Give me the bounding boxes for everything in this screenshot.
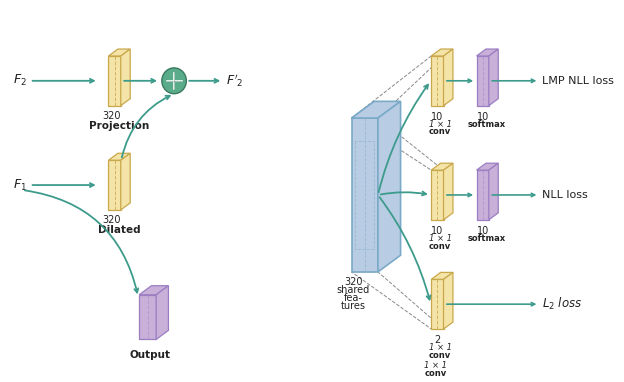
Text: conv: conv [424,369,447,378]
Text: 1 × 1: 1 × 1 [429,120,452,128]
Polygon shape [431,163,453,170]
Text: Projection: Projection [89,120,150,131]
Polygon shape [121,153,130,210]
Polygon shape [444,163,453,220]
Polygon shape [444,272,453,329]
Text: softmax: softmax [467,234,505,243]
Polygon shape [378,101,401,272]
Polygon shape [431,279,444,329]
Text: fea-: fea- [344,293,363,303]
Polygon shape [477,163,498,170]
Polygon shape [431,56,444,106]
Polygon shape [431,272,453,279]
Polygon shape [109,153,130,160]
Circle shape [162,68,187,94]
Polygon shape [139,286,168,295]
Text: NLL loss: NLL loss [542,190,588,200]
Text: 10: 10 [477,112,489,121]
Polygon shape [156,286,168,340]
Polygon shape [477,170,489,220]
Polygon shape [489,163,498,220]
Polygon shape [489,49,498,106]
Text: 1 × 1: 1 × 1 [429,343,452,352]
Polygon shape [351,101,401,118]
Text: conv: conv [429,351,451,360]
Text: 10: 10 [431,112,444,121]
Text: 320: 320 [102,111,121,121]
Polygon shape [109,49,130,56]
Text: conv: conv [429,242,451,251]
Text: tures: tures [341,301,366,311]
Text: 320: 320 [102,215,121,225]
Text: $F_2$: $F_2$ [12,73,26,88]
Polygon shape [351,118,378,272]
Polygon shape [431,49,453,56]
Polygon shape [109,56,121,106]
Text: 10: 10 [477,226,489,236]
Text: $L_2$ loss: $L_2$ loss [542,296,582,312]
Text: 10: 10 [431,226,444,236]
Text: 1 × 1: 1 × 1 [429,234,452,243]
Text: LMP NLL loss: LMP NLL loss [542,76,614,86]
Text: $F'_2$: $F'_2$ [226,73,243,89]
Text: Output: Output [130,350,171,360]
Polygon shape [431,170,444,220]
Text: 1 × 1: 1 × 1 [424,361,447,370]
Polygon shape [121,49,130,106]
Text: 2: 2 [434,335,441,345]
Polygon shape [477,49,498,56]
Text: softmax: softmax [467,120,505,128]
Text: conv: conv [429,128,451,136]
Text: shared: shared [337,285,370,295]
Text: Dilated: Dilated [98,225,140,235]
Text: 320: 320 [344,277,363,287]
Polygon shape [477,56,489,106]
Polygon shape [109,160,121,210]
Text: $F_1$: $F_1$ [12,178,27,193]
Polygon shape [139,295,156,340]
Polygon shape [444,49,453,106]
